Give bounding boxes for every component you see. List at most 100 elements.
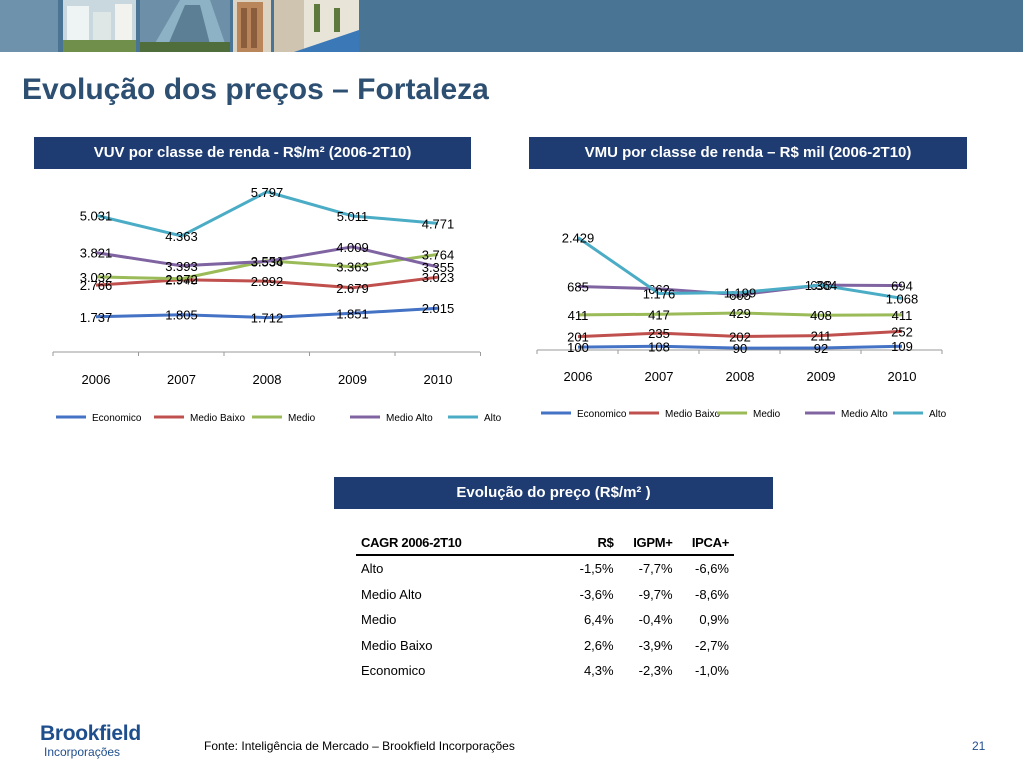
logo-subtitle: Incorporações — [44, 745, 121, 759]
data-label: 92 — [814, 341, 828, 356]
data-label: 429 — [729, 306, 751, 321]
series-line-alto — [577, 236, 903, 300]
data-label: 3.355 — [422, 260, 455, 275]
cell-rs: -1,5% — [579, 561, 614, 577]
data-label: 685 — [567, 279, 589, 294]
table-title: Evolução do preço (R$/m² ) — [334, 477, 773, 509]
cell-rs: -3,6% — [579, 586, 614, 602]
chart2-title: VMU por classe de renda – R$ mil (2006-2… — [529, 137, 967, 169]
series-line-medio-alto — [577, 283, 903, 297]
cell-ipca: 0,9% — [699, 612, 729, 628]
x-tick-label: 2008 — [253, 372, 282, 387]
table-row: Medio Baixo 2,6% -3,9% -2,7% — [356, 633, 734, 659]
data-label: 108 — [648, 339, 670, 354]
legend-label: Medio Baixo — [190, 413, 245, 424]
data-label: 3.393 — [165, 259, 198, 274]
vuv-line-chart: 2006 2007 2008 2009 2010 1.737 1.805 1.712 1.851… — [52, 185, 502, 424]
cell-igpm: -3,9% — [638, 637, 673, 653]
legend-label: Medio Alto — [841, 409, 888, 420]
series-line-medio-alto — [95, 245, 439, 269]
data-label: 417 — [648, 307, 670, 322]
data-label: 3.023 — [422, 270, 455, 285]
data-label: 202 — [729, 330, 751, 345]
series-line-medio — [577, 311, 903, 317]
x-tick-label: 2007 — [645, 369, 674, 384]
data-label: 411 — [892, 308, 913, 323]
data-label: 3.821 — [80, 246, 113, 261]
cell-ipca: -1,0% — [695, 663, 729, 679]
row-label: Alto — [361, 561, 384, 577]
data-label: 201 — [567, 330, 589, 345]
row-label: Medio Alto — [361, 586, 422, 602]
data-label: 2.766 — [80, 278, 113, 293]
data-label: 408 — [810, 308, 832, 323]
data-label: 1.199 — [724, 286, 757, 301]
cell-rs: 6,4% — [583, 612, 614, 628]
legend-label: Medio — [753, 409, 781, 420]
cell-ipca: -6,6% — [695, 561, 729, 577]
header-igpm: IGPM+ — [618, 530, 678, 556]
x-tick-label: 2006 — [82, 372, 111, 387]
table-row: Alto -1,5% -7,7% -6,6% — [356, 555, 734, 582]
x-tick-label: 2006 — [564, 369, 593, 384]
cell-igpm: -2,3% — [638, 663, 673, 679]
series-line-medio-baixo — [95, 275, 439, 290]
logo-name: Brookfield — [40, 722, 141, 745]
cell-ipca: -2,7% — [695, 637, 729, 653]
legend-label: Alto — [929, 409, 947, 420]
tower-photo — [140, 0, 230, 52]
data-label: 109 — [891, 339, 913, 354]
data-label: 1.712 — [251, 311, 284, 326]
building-photo — [63, 0, 136, 52]
x-tick-label: 2008 — [726, 369, 755, 384]
data-label: 5.031 — [80, 208, 113, 223]
apartment-photo — [233, 0, 271, 52]
data-label: 2.892 — [251, 274, 284, 289]
series-line-alto — [95, 190, 439, 238]
page-number: 21 — [972, 739, 986, 753]
x-tick-label: 2010 — [888, 369, 917, 384]
legend-label: Economico — [92, 413, 142, 424]
header-ipca: IPCA+ — [677, 530, 734, 556]
x-tick-label: 2007 — [167, 372, 196, 387]
data-label: 694 — [891, 279, 913, 294]
series-line-economico — [577, 344, 903, 350]
vmu-line-chart: 2006 2007 2008 2009 2010 100 108 90 92 109 201 235 2… — [536, 231, 947, 420]
table-row: Medio 6,4% -0,4% 0,9% — [356, 607, 734, 633]
row-label: Medio Baixo — [361, 637, 433, 653]
x-tick-label: 2010 — [424, 372, 453, 387]
data-label: 211 — [811, 329, 832, 344]
cell-igpm: -9,7% — [638, 586, 673, 602]
table-row: Medio Alto -3,6% -9,7% -8,6% — [356, 582, 734, 608]
data-label: 411 — [568, 308, 589, 323]
data-label: 3.363 — [336, 260, 369, 275]
header-band — [0, 0, 1023, 52]
legend-label: Economico — [577, 409, 627, 420]
header-accent-strip — [0, 0, 58, 52]
series-line-medio-baixo — [577, 329, 903, 339]
cell-ipca: -8,6% — [695, 586, 729, 602]
series-line-economico — [95, 306, 439, 320]
cell-rs: 4,3% — [583, 663, 614, 679]
data-label: 235 — [648, 326, 670, 341]
data-label: 100 — [567, 340, 589, 355]
row-label: Economico — [361, 663, 426, 679]
data-label: 2.015 — [422, 301, 455, 316]
data-label: 1.176 — [643, 287, 676, 302]
data-label: 5.797 — [251, 185, 284, 200]
data-label: 1.068 — [886, 291, 919, 306]
data-label: 1.364 — [805, 278, 838, 293]
source-note: Fonte: Inteligência de Mercado – Brookfi… — [204, 739, 515, 753]
legend-label: Alto — [484, 413, 502, 424]
legend-label: Medio Baixo — [665, 409, 720, 420]
legend-label: Medio — [288, 413, 316, 424]
data-label: 4.771 — [422, 216, 455, 231]
cell-igpm: -7,7% — [638, 561, 673, 577]
brookfield-logo: Brookfield Incorporações — [40, 722, 141, 758]
data-label: 252 — [891, 324, 913, 339]
data-label: 5.011 — [337, 209, 369, 224]
cell-igpm: -0,4% — [638, 612, 673, 628]
cell-rs: 2,6% — [583, 637, 614, 653]
data-label: 2.679 — [336, 281, 369, 296]
cagr-table: CAGR 2006-2T10 R$ IGPM+ IPCA+ Alto -1,5%… — [356, 530, 734, 684]
